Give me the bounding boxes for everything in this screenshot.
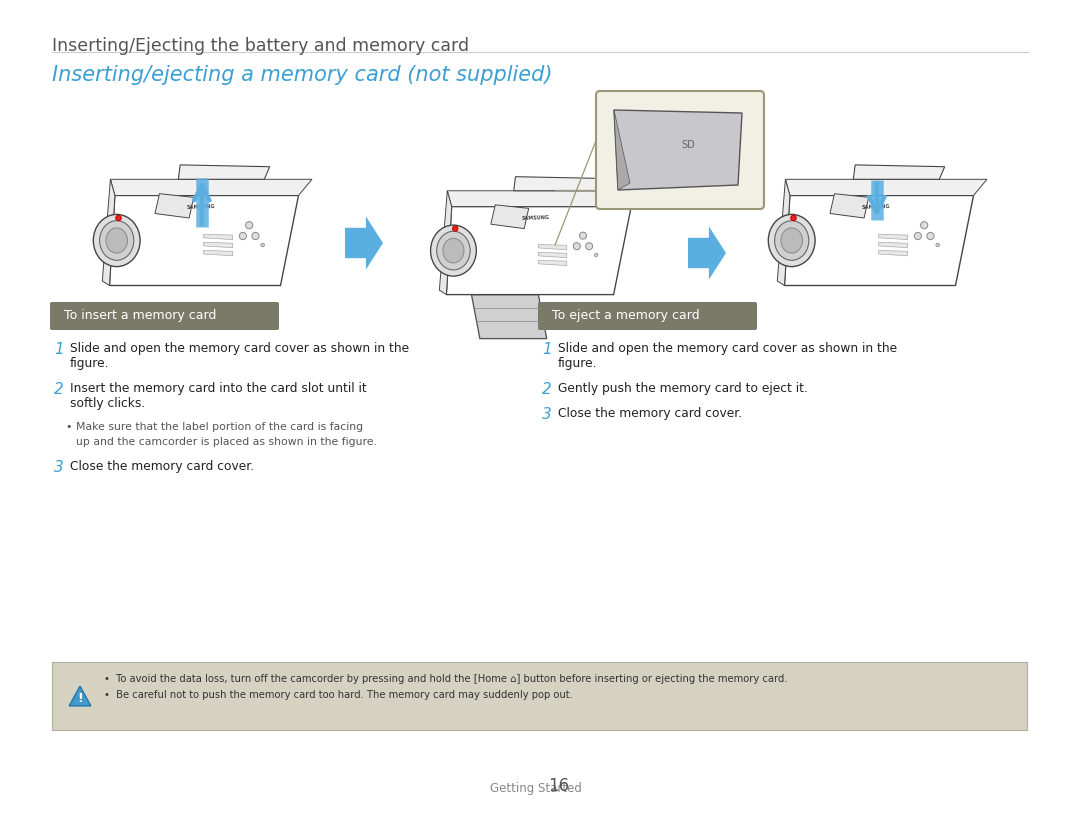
Text: SD: SD bbox=[681, 139, 694, 149]
Ellipse shape bbox=[585, 243, 593, 250]
Polygon shape bbox=[878, 234, 907, 239]
FancyBboxPatch shape bbox=[538, 302, 757, 330]
Polygon shape bbox=[345, 216, 383, 270]
Polygon shape bbox=[490, 205, 529, 229]
Polygon shape bbox=[538, 260, 567, 266]
Text: 1: 1 bbox=[542, 342, 552, 357]
Text: •  To avoid the data loss, turn off the camcorder by pressing and hold the [Home: • To avoid the data loss, turn off the c… bbox=[104, 674, 787, 684]
Polygon shape bbox=[538, 244, 567, 250]
Text: Slide and open the memory card cover as shown in the: Slide and open the memory card cover as … bbox=[558, 342, 897, 355]
Ellipse shape bbox=[768, 214, 815, 266]
Polygon shape bbox=[472, 295, 546, 338]
FancyBboxPatch shape bbox=[50, 302, 279, 330]
Ellipse shape bbox=[927, 233, 934, 239]
Text: Getting Started: Getting Started bbox=[490, 782, 582, 795]
FancyBboxPatch shape bbox=[52, 662, 1027, 730]
Text: Close the memory card cover.: Close the memory card cover. bbox=[70, 460, 254, 473]
Ellipse shape bbox=[261, 243, 265, 247]
Polygon shape bbox=[154, 194, 193, 218]
Ellipse shape bbox=[774, 221, 809, 261]
Text: figure.: figure. bbox=[558, 357, 597, 370]
Text: •: • bbox=[66, 422, 72, 432]
Text: 16: 16 bbox=[548, 777, 569, 795]
Ellipse shape bbox=[252, 233, 259, 239]
Polygon shape bbox=[878, 243, 907, 248]
Ellipse shape bbox=[431, 225, 476, 276]
Polygon shape bbox=[878, 251, 907, 256]
Text: !: ! bbox=[77, 692, 83, 705]
Ellipse shape bbox=[915, 233, 921, 239]
Text: 1: 1 bbox=[54, 342, 64, 357]
Ellipse shape bbox=[106, 228, 127, 253]
Polygon shape bbox=[103, 179, 114, 285]
Text: 2: 2 bbox=[542, 382, 552, 397]
Text: Close the memory card cover.: Close the memory card cover. bbox=[558, 407, 742, 420]
Text: Gently push the memory card to eject it.: Gently push the memory card to eject it. bbox=[558, 382, 808, 395]
Text: To eject a memory card: To eject a memory card bbox=[552, 309, 700, 323]
Text: Inserting/Ejecting the battery and memory card: Inserting/Ejecting the battery and memor… bbox=[52, 37, 469, 55]
Ellipse shape bbox=[116, 215, 121, 221]
Polygon shape bbox=[440, 191, 451, 295]
Ellipse shape bbox=[920, 222, 928, 229]
Polygon shape bbox=[615, 110, 630, 190]
Ellipse shape bbox=[573, 243, 580, 250]
Text: Make sure that the label portion of the card is facing: Make sure that the label portion of the … bbox=[76, 422, 363, 432]
Text: 2: 2 bbox=[54, 382, 64, 397]
Text: SAMSUNG: SAMSUNG bbox=[522, 215, 550, 221]
Polygon shape bbox=[778, 179, 789, 285]
Polygon shape bbox=[688, 226, 726, 280]
Ellipse shape bbox=[99, 221, 134, 261]
Polygon shape bbox=[178, 165, 270, 179]
Text: SAMSUNG: SAMSUNG bbox=[186, 205, 215, 210]
Text: up and the camcorder is placed as shown in the figure.: up and the camcorder is placed as shown … bbox=[76, 437, 377, 447]
Ellipse shape bbox=[245, 222, 253, 229]
Polygon shape bbox=[69, 686, 91, 706]
Text: 3: 3 bbox=[54, 460, 64, 475]
Text: Slide and open the memory card cover as shown in the: Slide and open the memory card cover as … bbox=[70, 342, 409, 355]
Text: Inserting/ejecting a memory card (not supplied): Inserting/ejecting a memory card (not su… bbox=[52, 65, 553, 85]
Text: Insert the memory card into the card slot until it: Insert the memory card into the card slo… bbox=[70, 382, 367, 395]
Text: •  Be careful not to push the memory card too hard. The memory card may suddenly: • Be careful not to push the memory card… bbox=[104, 690, 572, 700]
Polygon shape bbox=[203, 251, 232, 256]
Ellipse shape bbox=[443, 238, 464, 263]
Ellipse shape bbox=[594, 253, 598, 257]
Polygon shape bbox=[538, 252, 567, 257]
Polygon shape bbox=[514, 177, 603, 191]
Text: SAMSUNG: SAMSUNG bbox=[861, 205, 890, 210]
Text: figure.: figure. bbox=[70, 357, 109, 370]
Ellipse shape bbox=[791, 215, 796, 221]
Polygon shape bbox=[785, 179, 987, 196]
Ellipse shape bbox=[93, 214, 140, 266]
Polygon shape bbox=[109, 196, 298, 285]
FancyBboxPatch shape bbox=[596, 91, 764, 209]
Ellipse shape bbox=[936, 243, 940, 247]
Polygon shape bbox=[853, 165, 945, 179]
Ellipse shape bbox=[240, 233, 246, 239]
Ellipse shape bbox=[580, 232, 586, 239]
Text: softly clicks.: softly clicks. bbox=[70, 397, 145, 410]
Ellipse shape bbox=[781, 228, 802, 253]
Text: To insert a memory card: To insert a memory card bbox=[64, 309, 216, 323]
Ellipse shape bbox=[436, 231, 470, 270]
Polygon shape bbox=[110, 179, 312, 196]
Text: 3: 3 bbox=[542, 407, 552, 422]
Ellipse shape bbox=[453, 226, 458, 231]
Polygon shape bbox=[829, 194, 868, 218]
Polygon shape bbox=[203, 234, 232, 239]
Polygon shape bbox=[615, 110, 742, 190]
Polygon shape bbox=[446, 206, 631, 295]
Polygon shape bbox=[784, 196, 973, 285]
Polygon shape bbox=[203, 243, 232, 248]
Polygon shape bbox=[447, 191, 645, 206]
